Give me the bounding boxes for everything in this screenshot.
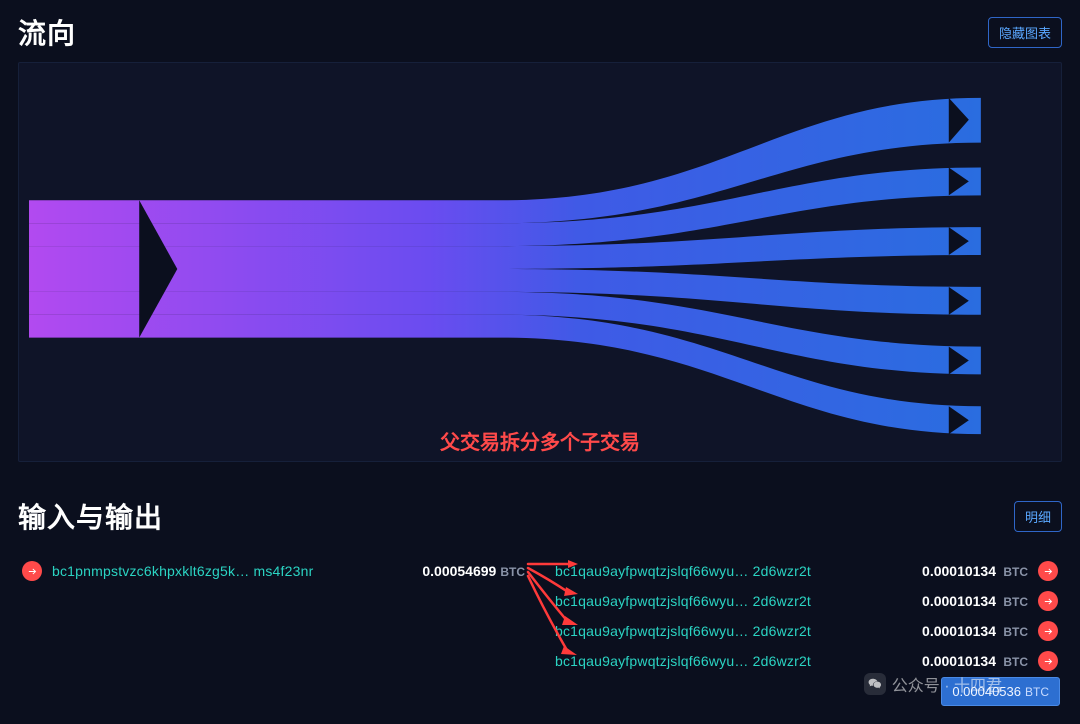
hide-chart-button[interactable]: 隐藏图表 xyxy=(988,17,1062,48)
input-amount-value: 0.00054699 xyxy=(422,563,496,579)
sankey-chart[interactable]: 父交易拆分多个子交易 xyxy=(18,62,1062,462)
arrow-right-icon xyxy=(1038,561,1058,581)
output-row[interactable]: bc1qau9ayfpwqtzjslqf66wyu… 2d6wzr2t 0.000… xyxy=(555,586,1058,616)
output-amount: 0.00010134 BTC xyxy=(922,623,1028,639)
output-row[interactable]: bc1qau9ayfpwqtzjslqf66wyu… 2d6wzr2t 0.000… xyxy=(555,556,1058,586)
output-row[interactable]: bc1qau9ayfpwqtzjslqf66wyu… 2d6wzr2t 0.000… xyxy=(555,616,1058,646)
detail-button[interactable]: 明细 xyxy=(1014,501,1062,532)
arrow-right-icon xyxy=(1038,621,1058,641)
watermark: 公众号 · 十四君 xyxy=(864,672,1002,696)
output-address[interactable]: bc1qau9ayfpwqtzjslqf66wyu… 2d6wzr2t xyxy=(555,563,811,579)
input-amount: 0.00054699 BTC xyxy=(422,563,525,579)
io-header: 输入与输出 明细 xyxy=(18,496,1062,536)
btc-unit: BTC xyxy=(500,565,525,579)
flow-annotation: 父交易拆分多个子交易 xyxy=(440,426,640,455)
watermark-text: 公众号 · 十四君 xyxy=(892,672,1002,696)
output-amount: 0.00010134 BTC xyxy=(922,653,1028,669)
input-address[interactable]: bc1pnmpstvzc6khpxklt6zg5k… ms4f23nr xyxy=(52,563,313,579)
output-address[interactable]: bc1qau9ayfpwqtzjslqf66wyu… 2d6wzr2t xyxy=(555,653,811,669)
btc-unit: BTC xyxy=(1025,685,1049,699)
io-grid: bc1pnmpstvzc6khpxklt6zg5k… ms4f23nr 0.00… xyxy=(18,546,1062,676)
arrow-right-icon xyxy=(22,561,42,581)
outputs-column: bc1qau9ayfpwqtzjslqf66wyu… 2d6wzr2t 0.000… xyxy=(555,556,1058,676)
flow-panel: 流向 隐藏图表 xyxy=(0,0,1080,462)
output-amount: 0.00010134 BTC xyxy=(922,563,1028,579)
arrow-right-icon xyxy=(1038,651,1058,671)
output-amount: 0.00010134 BTC xyxy=(922,593,1028,609)
arrow-right-icon xyxy=(1038,591,1058,611)
output-address[interactable]: bc1qau9ayfpwqtzjslqf66wyu… 2d6wzr2t xyxy=(555,623,811,639)
io-panel: 输入与输出 明细 bc1pnmpstvzc6khpxklt6zg5k… ms4f… xyxy=(0,462,1080,676)
output-address[interactable]: bc1qau9ayfpwqtzjslqf66wyu… 2d6wzr2t xyxy=(555,593,811,609)
wechat-icon xyxy=(864,673,886,695)
io-title: 输入与输出 xyxy=(18,496,163,536)
flow-header: 流向 隐藏图表 xyxy=(18,12,1062,52)
flow-title: 流向 xyxy=(18,12,76,52)
input-row[interactable]: bc1pnmpstvzc6khpxklt6zg5k… ms4f23nr 0.00… xyxy=(22,556,525,586)
sankey-svg xyxy=(19,63,1061,461)
inputs-column: bc1pnmpstvzc6khpxklt6zg5k… ms4f23nr 0.00… xyxy=(22,556,525,676)
